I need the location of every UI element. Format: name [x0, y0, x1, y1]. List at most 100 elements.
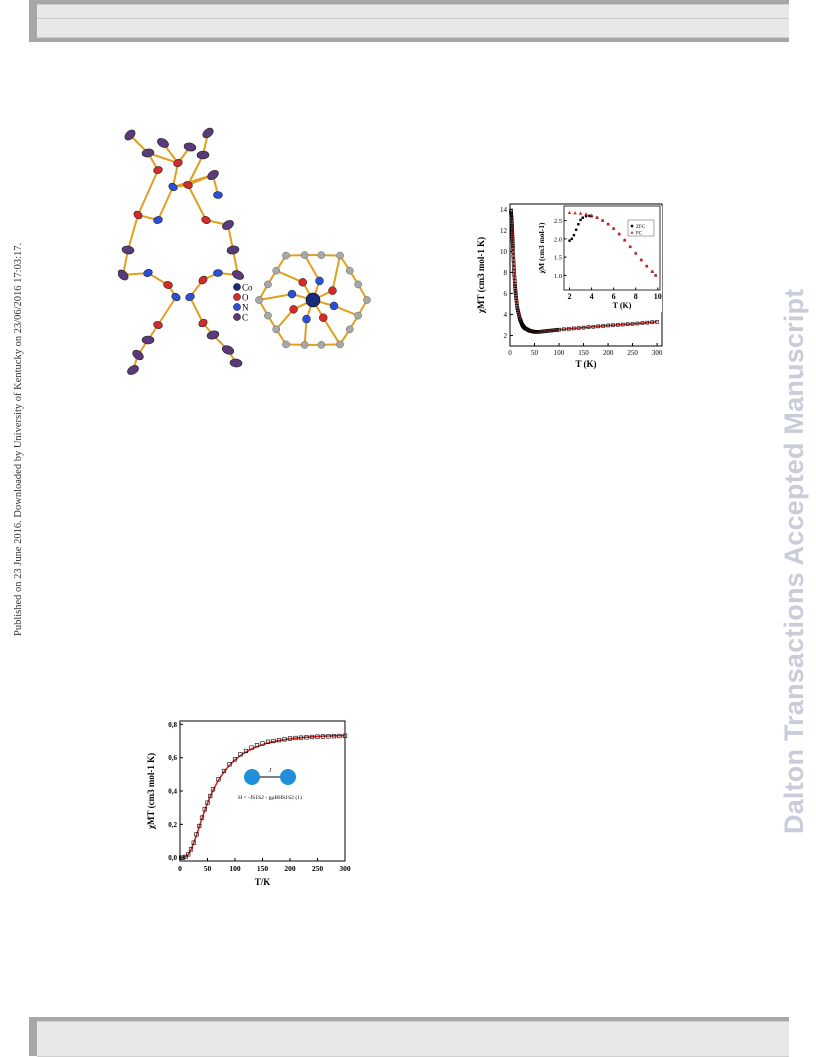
carbon-atom	[346, 267, 353, 274]
inset-y-axis-label: χM (cm3 mol-1)	[537, 222, 546, 274]
footer-inner-panel	[37, 1021, 789, 1057]
cobalt-atom	[306, 293, 320, 307]
atom-o	[328, 287, 336, 295]
bond-33	[158, 187, 173, 220]
inset-point-zfc	[577, 223, 579, 225]
atom-o	[200, 215, 211, 225]
inset-x-axis-label: T (K)	[613, 301, 632, 310]
atom-c	[142, 336, 154, 344]
y-tick-label: 0,2	[168, 821, 177, 829]
atom-o	[299, 278, 307, 286]
bond-12	[138, 170, 158, 215]
header-inner-panel	[37, 4, 789, 38]
carbon-atom	[301, 251, 308, 258]
spin-site-2	[280, 769, 296, 785]
inset-x-tick-label: 2	[568, 292, 572, 301]
x-tick-label: 150	[257, 864, 269, 873]
carbon-atom	[282, 341, 289, 348]
x-tick-label: 300	[339, 864, 351, 873]
legend-marker-zfc	[631, 225, 633, 227]
atom-n	[213, 269, 222, 277]
y-tick-label: 8	[504, 269, 508, 277]
inset-point-zfc	[571, 238, 573, 240]
inset-y-tick-label: 2.0	[554, 236, 562, 243]
inset-y-tick-label: 1.0	[554, 273, 562, 280]
atom-o	[319, 314, 327, 322]
carbon-atom	[318, 341, 325, 348]
atom-o	[132, 209, 143, 220]
link-bond-7	[332, 256, 340, 291]
atom-c	[183, 142, 196, 152]
hamiltonian-annotation: H = -JS1S2 - gμBHS1S2 (1)	[238, 794, 302, 801]
link-bond-4	[259, 294, 292, 300]
y-tick-label: 14	[500, 206, 508, 214]
atom-c	[122, 245, 135, 254]
header-divider	[37, 18, 789, 19]
atom-c	[221, 219, 235, 232]
carbon-atom	[255, 296, 262, 303]
legend-swatch-co	[233, 283, 240, 290]
x-tick-label: 50	[531, 349, 539, 357]
atom-c	[156, 137, 170, 150]
carbon-atom	[301, 341, 308, 348]
bond-16	[188, 185, 206, 220]
inset-y-tick-label: 2.5	[554, 218, 562, 225]
carbon-atom	[273, 267, 280, 274]
carbon-atom	[336, 341, 343, 348]
carbon-atom	[264, 281, 271, 288]
legend-label-fc: FC	[636, 232, 643, 237]
atom-n	[142, 268, 153, 278]
legend-swatch-o	[233, 293, 240, 300]
carbon-atom	[318, 251, 325, 258]
inset-point-zfc	[582, 216, 584, 218]
x-axis-label: T (K)	[575, 359, 596, 369]
publication-side-note: Published on 23 June 2016. Downloaded by…	[13, 243, 24, 636]
x-tick-label: 50	[204, 864, 212, 873]
y-tick-label: 4	[504, 311, 508, 319]
y-axis-label: χMT (cm3 mol-1 K)	[146, 753, 156, 830]
x-tick-label: 200	[603, 349, 614, 357]
link-bond-5	[276, 271, 303, 283]
x-tick-label: 250	[627, 349, 638, 357]
carbon-atom	[355, 281, 362, 288]
y-tick-label: 12	[500, 227, 508, 235]
atom-n	[316, 277, 324, 285]
atom-n	[153, 216, 163, 225]
inset-y-tick-label: 1.5	[554, 255, 562, 262]
atom-c	[230, 358, 243, 367]
spin-site-1	[244, 769, 260, 785]
legend-label-o: O	[242, 293, 249, 303]
legend-swatch-c	[233, 313, 240, 320]
carbon-atom	[346, 326, 353, 333]
inset-point-zfc	[579, 219, 581, 221]
y-tick-label: 0,0	[168, 854, 177, 862]
x-axis-label: T/K	[255, 877, 271, 887]
structure-atoms	[118, 126, 371, 375]
inset-x-tick-label: 10	[654, 292, 662, 301]
atom-n	[170, 292, 181, 303]
legend-label-co: Co	[242, 283, 253, 293]
y-tick-label: 0,8	[168, 721, 177, 729]
x-tick-label: 0	[508, 349, 512, 357]
link-bond-1	[323, 318, 340, 345]
x-tick-label: 100	[229, 864, 241, 873]
carbon-atom	[273, 326, 280, 333]
x-tick-label: 100	[554, 349, 565, 357]
carbon-atom	[336, 252, 343, 259]
legend-label-n: N	[242, 303, 249, 313]
atom-c	[197, 151, 209, 160]
atom-c	[206, 168, 220, 181]
atom-c	[201, 126, 215, 140]
x-tick-label: 0	[178, 864, 182, 873]
inset-x-tick-label: 6	[612, 292, 616, 301]
x-tick-label: 250	[312, 864, 324, 873]
y-tick-label: 6	[504, 290, 508, 298]
carbon-atom	[282, 252, 289, 259]
bond-25	[158, 297, 176, 325]
atom-o	[153, 320, 164, 329]
atom-n	[302, 315, 310, 323]
